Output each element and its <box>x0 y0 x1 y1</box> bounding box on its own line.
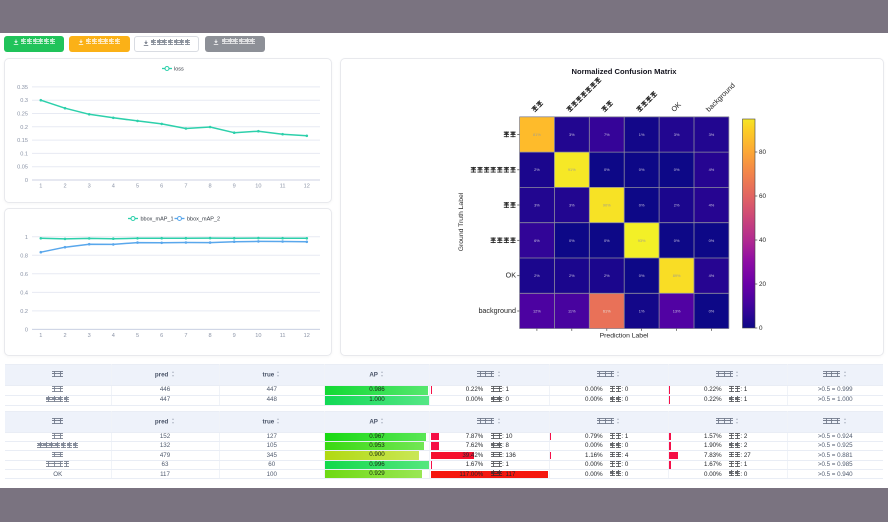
svg-text:background: background <box>704 81 737 114</box>
svg-text:8: 8 <box>209 184 212 190</box>
svg-text:2%: 2% <box>674 202 680 207</box>
svg-text:OK: OK <box>506 271 517 280</box>
svg-text:2%: 2% <box>604 273 610 278</box>
svg-text:3%: 3% <box>674 132 680 137</box>
svg-text:12: 12 <box>304 184 310 190</box>
svg-text:OK: OK <box>669 100 683 114</box>
svg-text:0: 0 <box>759 325 763 332</box>
svg-text:20: 20 <box>759 281 767 288</box>
svg-text:0.2: 0.2 <box>20 125 28 131</box>
svg-text:10: 10 <box>255 333 261 339</box>
svg-text:0%: 0% <box>639 273 645 278</box>
svg-text:2%: 2% <box>569 273 575 278</box>
svg-text:12: 12 <box>304 333 310 339</box>
svg-text:7: 7 <box>184 184 187 190</box>
svg-text:0.35: 0.35 <box>17 85 28 91</box>
svg-text:0%: 0% <box>709 238 715 243</box>
svg-text:0%: 0% <box>569 238 575 243</box>
svg-text:3: 3 <box>88 333 91 339</box>
svg-text:1%: 1% <box>639 132 645 137</box>
svg-text:4%: 4% <box>709 167 715 172</box>
svg-text:93%: 93% <box>638 238 646 243</box>
svg-text:61%: 61% <box>603 308 611 313</box>
svg-text:0.2: 0.2 <box>20 309 28 315</box>
svg-text:0%: 0% <box>639 202 645 207</box>
svg-text:0%: 0% <box>674 238 680 243</box>
svg-text:81%: 81% <box>533 132 541 137</box>
svg-text:1: 1 <box>25 235 28 241</box>
svg-text:11: 11 <box>280 333 286 339</box>
svg-text:4: 4 <box>112 184 115 190</box>
svg-text:0%: 0% <box>604 167 610 172</box>
svg-text:0.3: 0.3 <box>20 98 28 104</box>
svg-text:40: 40 <box>759 237 767 244</box>
svg-text:background: background <box>478 306 516 315</box>
svg-text:4%: 4% <box>709 202 715 207</box>
svg-text:3%: 3% <box>534 202 540 207</box>
svg-text:0.05: 0.05 <box>17 165 28 171</box>
svg-text:3%: 3% <box>569 202 575 207</box>
svg-text:12%: 12% <box>533 308 541 313</box>
svg-text:2%: 2% <box>534 273 540 278</box>
svg-text:0%: 0% <box>674 167 680 172</box>
svg-text:1%: 1% <box>639 308 645 313</box>
svg-text:13%: 13% <box>673 308 681 313</box>
svg-text:91%: 91% <box>568 167 576 172</box>
svg-text:7: 7 <box>184 333 187 339</box>
svg-text:0.25: 0.25 <box>17 112 28 118</box>
svg-text:3: 3 <box>88 184 91 190</box>
svg-text:6%: 6% <box>534 238 540 243</box>
svg-text:0.15: 0.15 <box>17 138 28 144</box>
svg-text:0.1: 0.1 <box>20 151 28 157</box>
svg-text:10: 10 <box>255 184 261 190</box>
svg-text:loss: loss <box>174 67 184 73</box>
svg-text:3%: 3% <box>569 132 575 137</box>
svg-text:6: 6 <box>160 184 163 190</box>
svg-text:11: 11 <box>280 184 286 190</box>
svg-text:11%: 11% <box>568 308 576 313</box>
svg-text:2%: 2% <box>534 167 540 172</box>
svg-text:1: 1 <box>39 184 42 190</box>
svg-text:0%: 0% <box>709 308 715 313</box>
svg-text:Prediction Label: Prediction Label <box>600 333 649 340</box>
svg-text:1: 1 <box>39 333 42 339</box>
svg-text:80: 80 <box>759 149 767 156</box>
svg-text:8: 8 <box>209 333 212 339</box>
svg-text:89%: 89% <box>673 273 681 278</box>
svg-text:9: 9 <box>233 333 236 339</box>
svg-text:0%: 0% <box>639 167 645 172</box>
svg-text:bbox_mAP_2: bbox_mAP_2 <box>187 217 220 223</box>
svg-text:0.8: 0.8 <box>20 253 28 259</box>
svg-text:6: 6 <box>160 333 163 339</box>
svg-text:2: 2 <box>63 184 66 190</box>
svg-text:4: 4 <box>112 333 115 339</box>
svg-text:60: 60 <box>759 193 767 200</box>
svg-text:0%: 0% <box>604 238 610 243</box>
svg-text:0.6: 0.6 <box>20 272 28 278</box>
svg-text:2: 2 <box>63 333 66 339</box>
svg-text:Normalized Confusion Matrix: Normalized Confusion Matrix <box>571 67 677 76</box>
svg-text:0.4: 0.4 <box>20 290 28 296</box>
svg-text:9: 9 <box>233 184 236 190</box>
svg-text:3%: 3% <box>709 132 715 137</box>
svg-text:4%: 4% <box>709 273 715 278</box>
svg-text:90%: 90% <box>603 202 611 207</box>
svg-text:0: 0 <box>25 178 28 184</box>
svg-text:5: 5 <box>136 184 139 190</box>
svg-text:Ground Truth Label: Ground Truth Label <box>458 192 465 251</box>
svg-text:bbox_mAP_1: bbox_mAP_1 <box>141 217 174 223</box>
svg-text:0: 0 <box>25 327 28 333</box>
svg-text:5: 5 <box>136 333 139 339</box>
svg-text:7%: 7% <box>604 132 610 137</box>
